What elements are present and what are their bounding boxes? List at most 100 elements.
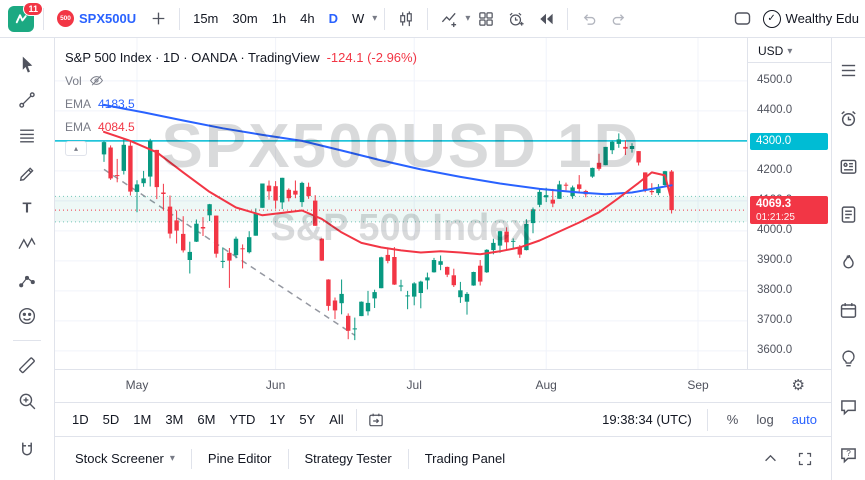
interval-1h[interactable]: 1h — [271, 11, 287, 26]
data-window-icon[interactable] — [835, 190, 863, 238]
forecast-tool-icon[interactable] — [10, 262, 44, 298]
drawing-toolbar: T — [0, 38, 55, 480]
alert-clock-button[interactable] — [502, 5, 530, 33]
separator — [567, 7, 569, 30]
chart-style-candles-button[interactable] — [392, 5, 420, 33]
tab-strategy-tester[interactable]: Strategy Tester — [289, 437, 408, 480]
svg-text:T: T — [23, 201, 32, 217]
range-1d[interactable]: 1D — [72, 412, 89, 427]
ema-2-label: EMA — [65, 119, 92, 134]
chart-settings-gear-icon[interactable]: ⚙ — [791, 377, 805, 394]
range-all[interactable]: All — [329, 412, 344, 427]
cursor-tool-icon[interactable] — [10, 46, 44, 82]
range-3m[interactable]: 3M — [165, 412, 184, 427]
range-5d[interactable]: 5D — [102, 412, 120, 427]
symbol-search-button[interactable]: 500 SPX500U — [51, 7, 142, 30]
tab-pine-editor[interactable]: Pine Editor — [192, 437, 288, 480]
time-axis[interactable]: ⚙ May Jun Jul Aug Sep — [55, 369, 831, 402]
bar-replay-button[interactable] — [532, 5, 560, 33]
price-axis-label: 4000.0 — [757, 223, 793, 236]
time-axis-label: Sep — [687, 378, 709, 392]
right-sidebar: ? — [831, 38, 865, 480]
candlestick-chart[interactable] — [55, 38, 747, 369]
last-price-tag: 4069.3 01:21:25 — [750, 196, 828, 225]
watchlist-icon[interactable] — [835, 46, 863, 94]
divider — [190, 448, 192, 469]
percent-scale-button[interactable]: % — [726, 412, 739, 427]
interval-1d-active[interactable]: D — [328, 11, 339, 26]
separator — [706, 408, 708, 431]
redo-button[interactable] — [605, 5, 633, 33]
top-toolbar: 11 500 SPX500U 15m 30m 1h 4h D W ▾ — [0, 0, 865, 38]
interval-4h[interactable]: 4h — [300, 11, 315, 26]
time-axis-label: Aug — [535, 378, 557, 392]
time-axis-label: May — [125, 378, 149, 392]
measure-tool-icon[interactable] — [10, 347, 44, 383]
chat-icon[interactable] — [835, 382, 863, 430]
brush-tool-icon[interactable] — [10, 154, 44, 190]
magnet-tool-icon[interactable] — [10, 432, 44, 468]
news-icon[interactable] — [835, 142, 863, 190]
separator — [427, 7, 429, 30]
interval-dropdown-chevron-icon[interactable]: ▾ — [372, 13, 378, 24]
chart-legend: S&P 500 Index · 1D · OANDA · TradingView… — [65, 46, 417, 156]
trend-line-tool-icon[interactable] — [10, 82, 44, 118]
indicators-dropdown-chevron-icon[interactable]: ▾ — [465, 13, 471, 24]
tab-trading-panel[interactable]: Trading Panel — [409, 437, 521, 480]
tab-stock-screener[interactable]: Stock Screener ▾ — [59, 437, 191, 480]
compare-add-symbol-button[interactable] — [144, 5, 172, 33]
volume-label: Vol — [65, 73, 82, 88]
alerts-icon[interactable] — [835, 94, 863, 142]
chart-column: SPX500USD 1D S&P 500 Index S&P 500 Index… — [55, 38, 831, 480]
app-logo[interactable]: 11 — [8, 1, 43, 32]
window-layout-icon[interactable] — [729, 5, 757, 33]
ideas-icon[interactable] — [835, 334, 863, 382]
log-scale-button[interactable]: log — [756, 412, 774, 427]
help-icon[interactable]: ? — [835, 430, 863, 478]
tab-label: Pine Editor — [207, 451, 272, 466]
price-axis-label: 3900.0 — [757, 253, 793, 266]
tab-label: Strategy Tester — [304, 451, 392, 466]
price-axis-label: 4500.0 — [757, 73, 793, 86]
fib-retracement-tool-icon[interactable] — [10, 118, 44, 154]
interval-15m[interactable]: 15m — [193, 11, 219, 26]
price-scale-currency[interactable]: USD ▾ — [748, 38, 831, 63]
panel-collapse-chevron-icon[interactable] — [762, 450, 779, 467]
separator — [179, 7, 181, 30]
auto-scale-button[interactable]: auto — [791, 412, 817, 427]
eye-slash-icon[interactable] — [89, 73, 104, 88]
emoji-tool-icon[interactable] — [10, 298, 44, 334]
panel-fullscreen-icon[interactable] — [797, 451, 813, 467]
text-tool-icon[interactable]: T — [10, 190, 44, 226]
range-1y[interactable]: 1Y — [269, 412, 286, 427]
range-6m[interactable]: 6M — [197, 412, 216, 427]
account-name: Wealthy Edu — [785, 11, 859, 26]
price-axis-label: 4400.0 — [757, 103, 793, 116]
account-menu[interactable]: ✓ Wealthy Edu — [762, 9, 859, 28]
ema-2-value: 4084.5 — [98, 119, 135, 134]
level-price-tag: 4300.0 — [750, 132, 828, 150]
symbol-name: SPX500U — [79, 11, 137, 26]
divider — [287, 448, 289, 469]
pattern-tool-icon[interactable] — [10, 226, 44, 262]
body-row: T — [0, 38, 865, 480]
time-axis-label: Jul — [406, 378, 422, 392]
interval-1w[interactable]: W — [352, 11, 365, 26]
separator — [355, 408, 357, 431]
calendar-icon[interactable] — [835, 286, 863, 334]
price-scale[interactable]: USD ▾ 4300.0 4069.3 01:21:25 3600.0 3700.… — [747, 38, 831, 369]
layout-grid-button[interactable] — [472, 5, 500, 33]
chart-pane[interactable]: SPX500USD 1D S&P 500 Index S&P 500 Index… — [55, 38, 831, 402]
range-5y[interactable]: 5Y — [299, 412, 316, 427]
go-to-date-icon[interactable] — [362, 406, 390, 434]
undo-button[interactable] — [575, 5, 603, 33]
utc-clock[interactable]: 19:38:34 (UTC) — [602, 412, 692, 427]
hotlists-icon[interactable] — [835, 238, 863, 286]
indicators-button[interactable] — [435, 5, 463, 33]
bar-countdown: 01:21:25 — [756, 212, 795, 224]
legend-collapse-button[interactable]: ▴ — [65, 141, 87, 156]
range-1m[interactable]: 1M — [133, 412, 152, 427]
interval-30m[interactable]: 30m — [232, 11, 258, 26]
zoom-in-tool-icon[interactable] — [10, 383, 44, 419]
range-ytd[interactable]: YTD — [229, 412, 256, 427]
